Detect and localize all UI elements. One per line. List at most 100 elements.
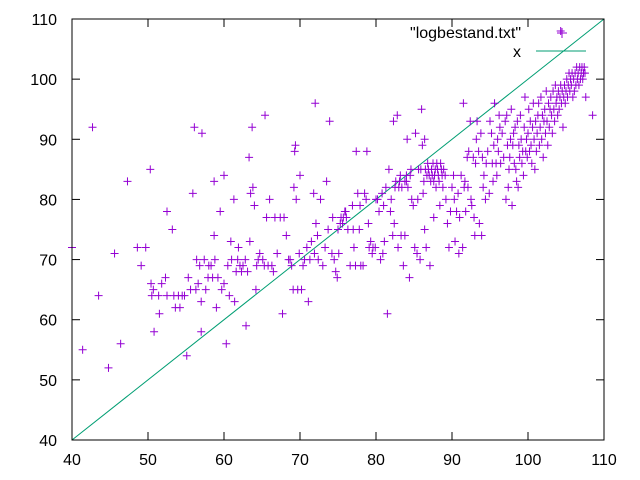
data-point	[359, 261, 368, 270]
data-point	[523, 153, 532, 162]
data-point	[287, 261, 296, 270]
data-point	[161, 273, 170, 282]
data-point	[405, 273, 414, 282]
data-point	[362, 147, 371, 156]
data-point	[163, 207, 171, 216]
data-point	[222, 339, 231, 348]
data-point	[282, 231, 291, 240]
data-point	[574, 81, 583, 90]
data-point	[393, 111, 402, 120]
data-point	[505, 153, 514, 162]
data-point	[402, 177, 411, 186]
data-point	[483, 147, 492, 156]
data-point	[373, 195, 382, 204]
data-point	[104, 363, 113, 372]
data-point	[149, 285, 158, 294]
data-point	[536, 123, 545, 132]
y-tick-label: 40	[39, 433, 57, 450]
data-point	[550, 117, 559, 126]
data-point	[460, 177, 469, 186]
data-point	[390, 219, 399, 228]
data-point	[416, 255, 425, 264]
data-point	[375, 207, 384, 216]
data-point	[463, 183, 472, 192]
data-point	[436, 159, 445, 168]
data-point	[360, 189, 369, 198]
data-point	[321, 243, 330, 252]
data-point	[342, 213, 351, 222]
data-point	[516, 111, 525, 120]
data-point	[444, 243, 453, 252]
data-point	[528, 123, 537, 132]
data-point	[246, 189, 255, 198]
data-point	[454, 249, 463, 258]
data-point	[536, 93, 545, 102]
legend: "logbestand.txt" x	[410, 25, 586, 61]
data-point	[578, 75, 587, 84]
data-point	[524, 129, 532, 138]
data-point	[544, 99, 553, 108]
data-point	[435, 201, 444, 210]
data-point	[123, 177, 132, 186]
data-point	[261, 111, 270, 120]
data-point	[155, 309, 164, 318]
data-point	[197, 327, 206, 336]
data-point	[278, 309, 287, 318]
data-point	[457, 171, 466, 180]
data-point	[471, 159, 480, 168]
data-point	[538, 111, 547, 120]
x-tick-label: 40	[63, 452, 81, 469]
data-point	[355, 225, 364, 234]
data-point	[141, 243, 150, 252]
data-point	[449, 171, 458, 180]
data-point	[190, 123, 199, 132]
data-point	[191, 285, 200, 294]
data-point	[225, 291, 234, 300]
y-tick-label: 50	[39, 373, 57, 390]
data-point	[381, 183, 390, 192]
data-point	[383, 309, 392, 318]
data-point	[496, 159, 505, 168]
data-point	[387, 195, 396, 204]
data-point	[472, 135, 481, 144]
data-point	[230, 297, 239, 306]
data-point	[511, 123, 520, 132]
data-point	[406, 165, 415, 174]
data-point	[168, 225, 177, 234]
data-point	[304, 297, 313, 306]
data-point	[580, 63, 589, 72]
data-point	[419, 177, 428, 186]
data-point	[494, 147, 503, 156]
data-point	[258, 255, 267, 264]
data-point	[207, 261, 216, 270]
data-point	[513, 117, 522, 126]
data-point	[505, 165, 513, 174]
data-point	[376, 255, 385, 264]
data-point	[314, 255, 323, 264]
data-point	[425, 261, 434, 270]
data-point	[94, 291, 103, 300]
data-point	[210, 231, 219, 240]
data-point	[512, 177, 521, 186]
data-point	[467, 201, 476, 210]
data-point	[182, 351, 191, 360]
data-point	[470, 231, 479, 240]
data-point	[290, 147, 299, 156]
data-point	[154, 291, 163, 300]
data-point	[419, 189, 428, 198]
data-point	[438, 183, 447, 192]
data-point	[378, 249, 387, 258]
data-point	[486, 117, 494, 126]
data-point	[403, 183, 412, 192]
data-point	[280, 213, 289, 222]
data-point	[295, 249, 304, 258]
data-point	[389, 117, 398, 126]
data-point	[543, 117, 551, 126]
data-point	[333, 273, 342, 282]
data-point	[530, 135, 539, 144]
data-point	[299, 261, 308, 270]
data-point	[330, 255, 339, 264]
data-point	[409, 201, 418, 210]
data-point	[492, 171, 501, 180]
data-point	[328, 213, 337, 222]
